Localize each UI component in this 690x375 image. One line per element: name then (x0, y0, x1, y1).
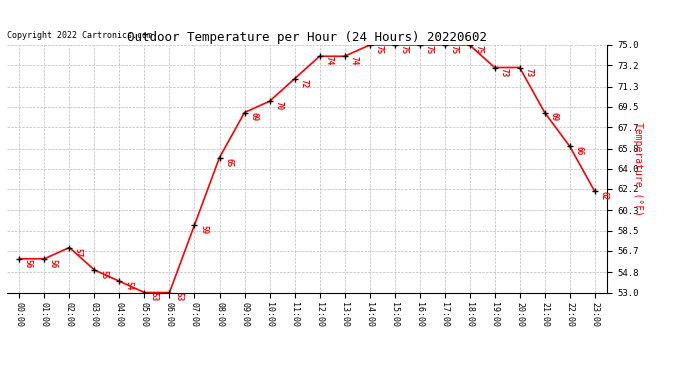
Text: 75: 75 (399, 45, 408, 54)
Text: 54: 54 (124, 281, 133, 291)
Text: 73: 73 (499, 68, 508, 77)
Text: Copyright 2022 Cartronics.com: Copyright 2022 Cartronics.com (7, 31, 152, 40)
Text: 73: 73 (524, 68, 533, 77)
Text: 56: 56 (24, 259, 33, 268)
Text: 74: 74 (349, 56, 358, 66)
Text: 53: 53 (174, 292, 183, 302)
Text: 53: 53 (149, 292, 158, 302)
Text: 65: 65 (224, 158, 233, 167)
Text: 75: 75 (449, 45, 458, 54)
Text: 57: 57 (74, 248, 83, 257)
Text: 59: 59 (199, 225, 208, 234)
Text: 62: 62 (599, 191, 608, 201)
Text: 56: 56 (49, 259, 58, 268)
Text: 72: 72 (299, 79, 308, 88)
Text: 66: 66 (574, 146, 583, 156)
Text: 70: 70 (274, 101, 283, 111)
Text: 75: 75 (424, 45, 433, 54)
Text: 69: 69 (549, 112, 558, 122)
Title: Outdoor Temperature per Hour (24 Hours) 20220602: Outdoor Temperature per Hour (24 Hours) … (127, 31, 487, 44)
Text: 55: 55 (99, 270, 108, 279)
Text: 75: 75 (374, 45, 383, 54)
Y-axis label: Temperature (°F): Temperature (°F) (633, 122, 642, 216)
Text: 75: 75 (474, 45, 483, 54)
Text: 69: 69 (249, 112, 258, 122)
Text: 74: 74 (324, 56, 333, 66)
